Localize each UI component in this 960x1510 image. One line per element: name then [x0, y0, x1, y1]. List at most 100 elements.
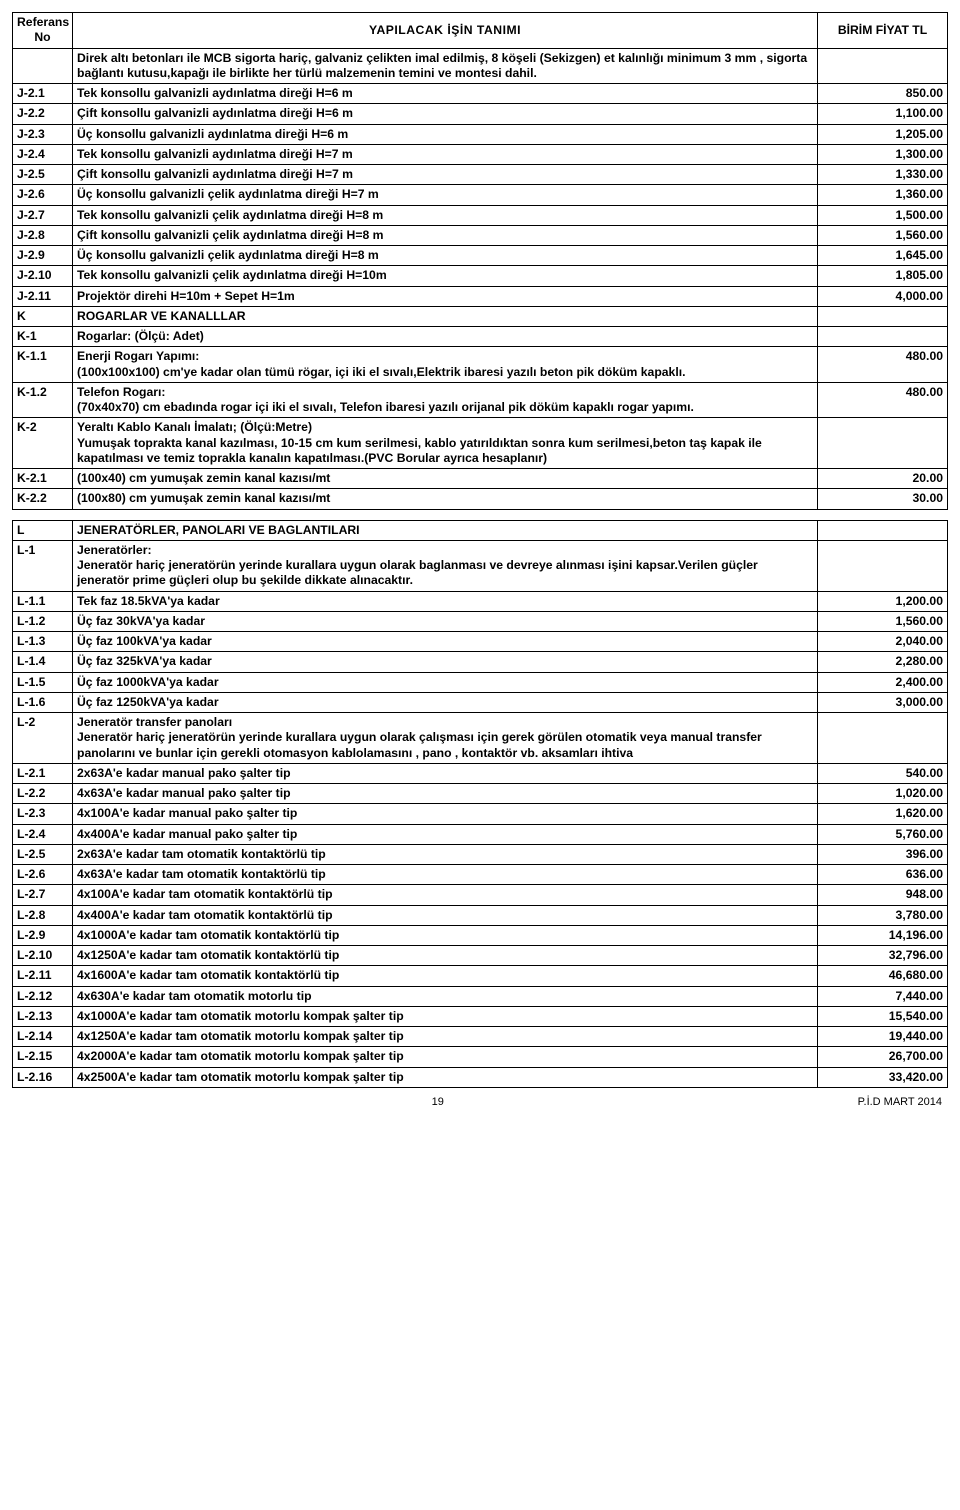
cell-ref: L-1.4: [13, 652, 73, 672]
cell-desc: Tek konsollu galvanizli aydınlatma direğ…: [73, 84, 818, 104]
cell-price: 33,420.00: [818, 1067, 948, 1087]
cell-price: [818, 306, 948, 326]
cell-desc: JENERATÖRLER, PANOLARI VE BAGLANTILARI: [73, 520, 818, 540]
table-row: L-1.2Üç faz 30kVA'ya kadar1,560.00: [13, 611, 948, 631]
second-table: L JENERATÖRLER, PANOLARI VE BAGLANTILARI…: [12, 520, 948, 1088]
cell-price: 2,400.00: [818, 672, 948, 692]
cell-desc: 2x63A'e kadar manual pako şalter tip: [73, 763, 818, 783]
table-row: L-1.4Üç faz 325kVA'ya kadar2,280.00: [13, 652, 948, 672]
cell-desc: 4x630A'e kadar tam otomatik motorlu tip: [73, 986, 818, 1006]
row-k2: K-2 Yeraltı Kablo Kanalı İmalatı; (Ölçü:…: [13, 418, 948, 469]
cell-ref: K-1.1: [13, 347, 73, 383]
cell-ref: K: [13, 306, 73, 326]
cell-price: 1,205.00: [818, 124, 948, 144]
cell-price: 396.00: [818, 844, 948, 864]
cell-desc: 4x1250A'e kadar tam otomatik kontaktörlü…: [73, 946, 818, 966]
cell-desc: 4x63A'e kadar tam otomatik kontaktörlü t…: [73, 865, 818, 885]
table-row: L-2.52x63A'e kadar tam otomatik kontaktö…: [13, 844, 948, 864]
cell-price: 1,560.00: [818, 225, 948, 245]
cell-desc: 4x63A'e kadar manual pako şalter tip: [73, 784, 818, 804]
table-row: L-1.5Üç faz 1000kVA'ya kadar2,400.00: [13, 672, 948, 692]
cell-desc: 4x1000A'e kadar tam otomatik kontaktörlü…: [73, 925, 818, 945]
table-row: J-2.6Üç konsollu galvanizli çelik aydınl…: [13, 185, 948, 205]
cell-ref: K-1.2: [13, 382, 73, 418]
row-title: Jeneratör transfer panoları: [77, 715, 232, 729]
cell-price: 948.00: [818, 885, 948, 905]
cell-desc: Jeneratörler: Jeneratör hariç jeneratörü…: [73, 540, 818, 591]
cell-ref: J-2.3: [13, 124, 73, 144]
table-row: J-2.3Üç konsollu galvanizli aydınlatma d…: [13, 124, 948, 144]
main-table: Referans No YAPILACAK İŞİN TANIMI BİRİM …: [12, 12, 948, 510]
cell-price: 480.00: [818, 347, 948, 383]
header-ref: Referans No: [13, 13, 73, 49]
cell-ref: K-1: [13, 327, 73, 347]
row-l2: L-2 Jeneratör transfer panoları Jeneratö…: [13, 713, 948, 764]
cell-desc: 4x1600A'e kadar tam otomatik kontaktörlü…: [73, 966, 818, 986]
cell-price: 1,560.00: [818, 611, 948, 631]
cell-desc: Tek konsollu galvanizli çelik aydınlatma…: [73, 205, 818, 225]
cell-ref: K-2.2: [13, 489, 73, 509]
row-section-l: L JENERATÖRLER, PANOLARI VE BAGLANTILARI: [13, 520, 948, 540]
row-title: Jeneratörler:: [77, 543, 152, 557]
cell-ref: L-2.16: [13, 1067, 73, 1087]
cell-ref: L-1.2: [13, 611, 73, 631]
table-row: K-1Rogarlar: (Ölçü: Adet): [13, 327, 948, 347]
row-body: Jeneratör hariç jeneratörün yerinde kura…: [77, 558, 758, 587]
cell-ref: J-2.7: [13, 205, 73, 225]
table-row: L-2.94x1000A'e kadar tam otomatik kontak…: [13, 925, 948, 945]
table-row: J-2.4Tek konsollu galvanizli aydınlatma …: [13, 144, 948, 164]
cell-price: 26,700.00: [818, 1047, 948, 1067]
cell-price: 1,620.00: [818, 804, 948, 824]
cell-ref: L-2.6: [13, 865, 73, 885]
cell-desc: 2x63A'e kadar tam otomatik kontaktörlü t…: [73, 844, 818, 864]
table-row: L-2.44x400A'e kadar manual pako şalter t…: [13, 824, 948, 844]
cell-ref: L-2.13: [13, 1006, 73, 1026]
cell-desc: Üç konsollu galvanizli aydınlatma direği…: [73, 124, 818, 144]
cell-desc: Tek konsollu galvanizli çelik aydınlatma…: [73, 266, 818, 286]
cell-price: 1,100.00: [818, 104, 948, 124]
cell-desc: Üç faz 30kVA'ya kadar: [73, 611, 818, 631]
cell-desc: 4x100A'e kadar manual pako şalter tip: [73, 804, 818, 824]
cell-desc: Çift konsollu galvanizli çelik aydınlatm…: [73, 225, 818, 245]
footer-right: P.İ.D MART 2014: [858, 1096, 942, 1108]
header-price: BİRİM FİYAT TL: [818, 13, 948, 49]
table-row: J-2.7Tek konsollu galvanizli çelik aydın…: [13, 205, 948, 225]
cell-desc: (100x80) cm yumuşak zemin kanal kazısı/m…: [73, 489, 818, 509]
cell-desc: Tek faz 18.5kVA'ya kadar: [73, 591, 818, 611]
cell-price: [818, 520, 948, 540]
cell-price: 3,000.00: [818, 692, 948, 712]
row-body: (100x100x100) cm'ye kadar olan tümü röga…: [77, 365, 686, 379]
table-row: J-2.8Çift konsollu galvanizli çelik aydı…: [13, 225, 948, 245]
cell-desc: Üç faz 1000kVA'ya kadar: [73, 672, 818, 692]
cell-desc: Çift konsollu galvanizli aydınlatma dire…: [73, 104, 818, 124]
cell-price: 1,500.00: [818, 205, 948, 225]
cell-price: 1,300.00: [818, 144, 948, 164]
cell-desc: (100x40) cm yumuşak zemin kanal kazısı/m…: [73, 469, 818, 489]
cell-ref: J-2.9: [13, 246, 73, 266]
cell-desc: Telefon Rogarı: (70x40x70) cm ebadında r…: [73, 382, 818, 418]
cell-desc: 4x400A'e kadar tam otomatik kontaktörlü …: [73, 905, 818, 925]
row-title: Yeraltı Kablo Kanalı İmalatı; (Ölçü:Metr…: [77, 420, 312, 434]
cell-desc: Tek konsollu galvanizli aydınlatma direğ…: [73, 144, 818, 164]
cell-price: 32,796.00: [818, 946, 948, 966]
table-header-row: Referans No YAPILACAK İŞİN TANIMI BİRİM …: [13, 13, 948, 49]
cell-ref: K-2: [13, 418, 73, 469]
cell-desc: Üç faz 1250kVA'ya kadar: [73, 692, 818, 712]
page-number: 19: [432, 1096, 444, 1108]
cell-ref: L-1.1: [13, 591, 73, 611]
cell-price: [818, 540, 948, 591]
cell-ref: L-2.14: [13, 1027, 73, 1047]
cell-price: 636.00: [818, 865, 948, 885]
cell-desc: 4x400A'e kadar manual pako şalter tip: [73, 824, 818, 844]
row-body: (70x40x70) cm ebadında rogar içi iki el …: [77, 400, 694, 414]
cell-price: 480.00: [818, 382, 948, 418]
intro-row: Direk altı betonları ile MCB sigorta har…: [13, 48, 948, 84]
cell-ref: J-2.2: [13, 104, 73, 124]
cell-ref: L-2.3: [13, 804, 73, 824]
cell-desc: Üç faz 325kVA'ya kadar: [73, 652, 818, 672]
cell-desc: Üç faz 100kVA'ya kadar: [73, 632, 818, 652]
cell-price: 850.00: [818, 84, 948, 104]
cell-price: 1,645.00: [818, 246, 948, 266]
row-body: Jeneratör hariç jeneratörün yerinde kura…: [77, 730, 762, 759]
cell-ref: J-2.5: [13, 165, 73, 185]
